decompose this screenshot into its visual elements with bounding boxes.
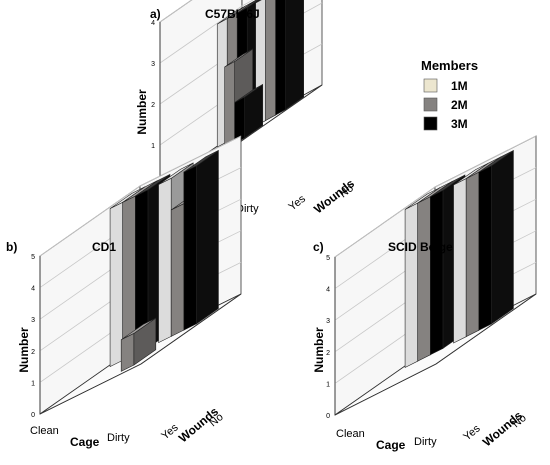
- x-axis-line: [39, 363, 142, 415]
- chart-title: C57BL/6J: [205, 7, 260, 21]
- gridline: [334, 135, 537, 258]
- bar-front: [224, 61, 235, 150]
- legend-label-3M: 3M: [451, 117, 468, 131]
- bar-front: [478, 165, 492, 331]
- z-axis-title: Wounds: [311, 176, 357, 216]
- y-tick-label: 1: [31, 380, 35, 387]
- y-tick-label: 5: [326, 255, 330, 262]
- gridline: [39, 135, 242, 257]
- bar-3M: [183, 149, 219, 331]
- y-tick-label: 4: [31, 286, 35, 293]
- x-tick-label: Dirty: [414, 436, 437, 448]
- bar-3M: [275, 0, 304, 116]
- x-axis-title: Cage: [376, 438, 406, 452]
- bar-front: [404, 202, 419, 369]
- bar-front: [170, 203, 185, 337]
- x-tick-label: Clean: [30, 425, 59, 437]
- x-tick-label: Clean: [336, 428, 365, 440]
- bar-front: [453, 178, 467, 344]
- legend-title: Members: [421, 58, 478, 73]
- bar-2M: [120, 317, 157, 372]
- bar-front: [430, 189, 444, 356]
- bar-front: [465, 171, 480, 338]
- legend-label-2M: 2M: [451, 98, 468, 112]
- y-tick-label: 3: [31, 317, 35, 324]
- y-axis-title: Number: [312, 327, 326, 373]
- gridline: [159, 0, 254, 64]
- z-axis-line: [140, 293, 242, 365]
- chart-title: CD1: [92, 240, 116, 254]
- z-tick-label: Yes: [461, 422, 483, 443]
- bar-side: [196, 149, 219, 325]
- y-tick-label: 0: [31, 412, 35, 419]
- y-tick-label: 4: [326, 287, 330, 294]
- bar-side: [491, 149, 514, 325]
- x-axis-title: Cage: [70, 435, 100, 449]
- bar-front: [183, 165, 197, 331]
- y-tick-label: 5: [31, 254, 35, 261]
- panel-label: a): [150, 7, 161, 21]
- y-tick-label: 2: [326, 350, 330, 357]
- bar-front: [109, 201, 124, 368]
- bar-front: [417, 196, 431, 362]
- y-tick-label: 1: [151, 143, 155, 150]
- panel-c: 0 1 2 3 4 5c) SCID Beige Number Clean Dirty Cage Ye…: [312, 135, 537, 452]
- y-tick-label: 4: [151, 20, 155, 27]
- x-axis-line: [334, 363, 437, 416]
- y-tick-label: 3: [326, 318, 330, 325]
- panel-label: b): [6, 240, 17, 254]
- y-tick-label: 3: [151, 61, 155, 68]
- y-tick-label: 1: [326, 381, 330, 388]
- bar-3M: [234, 83, 263, 145]
- y-tick-label: 0: [326, 413, 330, 420]
- panel-label: c): [313, 240, 324, 254]
- legend-swatch-2M: [423, 97, 438, 112]
- bar-front: [120, 333, 135, 372]
- gridline: [159, 0, 193, 23]
- chart-title: SCID Beige: [388, 240, 453, 254]
- bar-front: [158, 177, 172, 344]
- y-axis-title: Number: [17, 327, 31, 373]
- legend-swatch-3M: [423, 116, 438, 131]
- x-tick-label: Dirty: [236, 203, 259, 215]
- legend: Members 1M 2M 3M: [421, 58, 478, 131]
- z-axis-line: [239, 84, 323, 143]
- bar-side: [285, 0, 304, 111]
- y-tick-label: 2: [151, 102, 155, 109]
- legend-label-1M: 1M: [451, 79, 468, 93]
- z-axis-line: [435, 293, 537, 365]
- bar-front: [275, 0, 286, 116]
- y-tick-label: 2: [31, 349, 35, 356]
- bar-3M: [478, 149, 514, 331]
- y-axis-title: Number: [135, 89, 149, 135]
- legend-swatch-1M: [423, 78, 438, 93]
- bar-front: [265, 0, 276, 122]
- x-tick-label: Dirty: [107, 432, 130, 444]
- z-tick-label: Yes: [286, 193, 308, 214]
